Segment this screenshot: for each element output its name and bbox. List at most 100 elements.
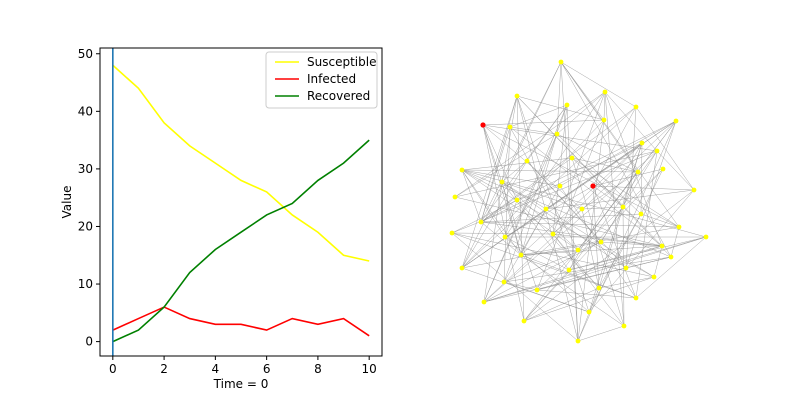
network-edge (635, 106, 695, 191)
network-node-susceptible (601, 117, 607, 123)
network-edge (480, 142, 643, 223)
axis-ticks: 0 2 4 6 8 10 0 10 20 30 40 50 (78, 47, 377, 376)
network-edge (503, 281, 590, 313)
network-edge (526, 160, 627, 269)
network-edge (461, 169, 639, 173)
network-edge (577, 325, 625, 342)
network-edge (451, 232, 579, 342)
y-tick-label: 40 (78, 104, 93, 118)
network-node-infected (480, 122, 486, 128)
network-edge (577, 287, 600, 342)
network-edge (461, 169, 522, 256)
network-edge (480, 157, 573, 223)
network-edge (520, 254, 637, 299)
network-edge (600, 241, 663, 247)
network-edge (577, 120, 677, 342)
network-edge (520, 245, 663, 256)
network-graph (449, 59, 709, 344)
network-node-susceptible (639, 140, 645, 146)
x-tick-label: 10 (362, 362, 377, 376)
network-node-susceptible (691, 187, 697, 193)
network-edge (552, 142, 643, 235)
network-node-susceptible (575, 338, 581, 344)
network-edge (480, 221, 663, 247)
network-node-susceptible (703, 234, 709, 240)
network-edge (523, 287, 600, 322)
legend-label-infected: Infected (307, 72, 356, 86)
network-edge (501, 181, 547, 210)
network-edge (461, 157, 573, 171)
network-edge (483, 245, 663, 303)
network-edge (501, 160, 528, 183)
network-node-susceptible (659, 243, 665, 249)
network-edge (480, 213, 642, 223)
network-node-susceptible (602, 89, 608, 95)
network-node-susceptible (501, 279, 507, 285)
network-edge (523, 276, 655, 322)
network-edge (622, 171, 639, 208)
network-edge (501, 181, 583, 210)
network-node-susceptible (575, 247, 581, 253)
y-tick-label: 20 (78, 219, 93, 233)
network-edge (501, 181, 579, 251)
network-edge (600, 206, 624, 243)
network-edge (536, 119, 605, 291)
network-edge (598, 213, 642, 289)
network-edge (482, 124, 680, 228)
network-edge (536, 236, 707, 291)
network-node-susceptible (449, 230, 455, 236)
network-edge (640, 213, 680, 228)
network-edge (480, 126, 511, 223)
network-edge (461, 169, 561, 187)
network-edge (509, 126, 579, 251)
network-edge (482, 124, 538, 291)
network-edge (461, 169, 672, 258)
network-edge (603, 91, 606, 121)
network-node-susceptible (668, 254, 674, 260)
line-chart: 0 2 4 6 8 10 0 10 20 30 40 50 Time = 0 Value Suscep… (60, 47, 383, 391)
network-edge (560, 61, 680, 228)
network-edge (656, 150, 695, 191)
network-node-susceptible (676, 224, 682, 230)
x-tick-label: 4 (212, 362, 220, 376)
network-node-susceptible (638, 211, 644, 217)
plot-frame (99, 47, 383, 357)
series-line-infected (112, 306, 370, 337)
network-node-susceptible (481, 299, 487, 305)
network-edge (503, 241, 602, 283)
network-edge (461, 241, 602, 269)
network-edge (516, 120, 677, 201)
network-node-susceptible (459, 265, 465, 271)
network-node-susceptible (635, 169, 641, 175)
network-edge (516, 199, 600, 289)
network-edge (461, 169, 655, 278)
network-edge (556, 91, 606, 135)
network-edge (482, 124, 522, 256)
network-node-susceptible (673, 118, 679, 124)
network-edge (604, 91, 658, 152)
legend-label-recovered: Recovered (307, 89, 370, 103)
x-tick-label: 0 (109, 362, 117, 376)
network-edge (483, 120, 677, 303)
network-edge (536, 168, 664, 291)
y-tick-label: 30 (78, 162, 93, 176)
network-edge (571, 157, 625, 327)
network-node-susceptible (654, 148, 660, 154)
network-node-susceptible (620, 204, 626, 210)
series-line-susceptible (112, 64, 370, 262)
network-edge (552, 104, 568, 235)
network-edge (520, 254, 625, 327)
network-node-susceptible (543, 206, 549, 212)
network-edge (480, 61, 562, 223)
network-edge (588, 189, 695, 313)
network-edge (503, 281, 538, 291)
network-edge (516, 95, 605, 121)
legend: Susceptible Infected Recovered (265, 51, 378, 109)
network-node-susceptible (598, 239, 604, 245)
network-node-susceptible (554, 131, 560, 137)
network-node-susceptible (478, 219, 484, 225)
network-node-susceptible (564, 102, 570, 108)
network-node-susceptible (452, 194, 458, 200)
network-edge (483, 133, 558, 303)
